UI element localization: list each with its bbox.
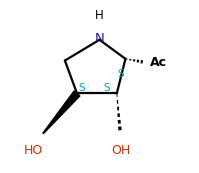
Text: S: S	[103, 83, 110, 93]
Text: OH: OH	[112, 144, 131, 157]
Text: S: S	[117, 69, 124, 79]
Text: H: H	[95, 10, 104, 22]
Text: N: N	[95, 32, 104, 45]
Text: Ac: Ac	[150, 56, 167, 69]
Text: S: S	[78, 83, 85, 93]
Text: HO: HO	[24, 144, 44, 157]
Polygon shape	[43, 91, 80, 133]
